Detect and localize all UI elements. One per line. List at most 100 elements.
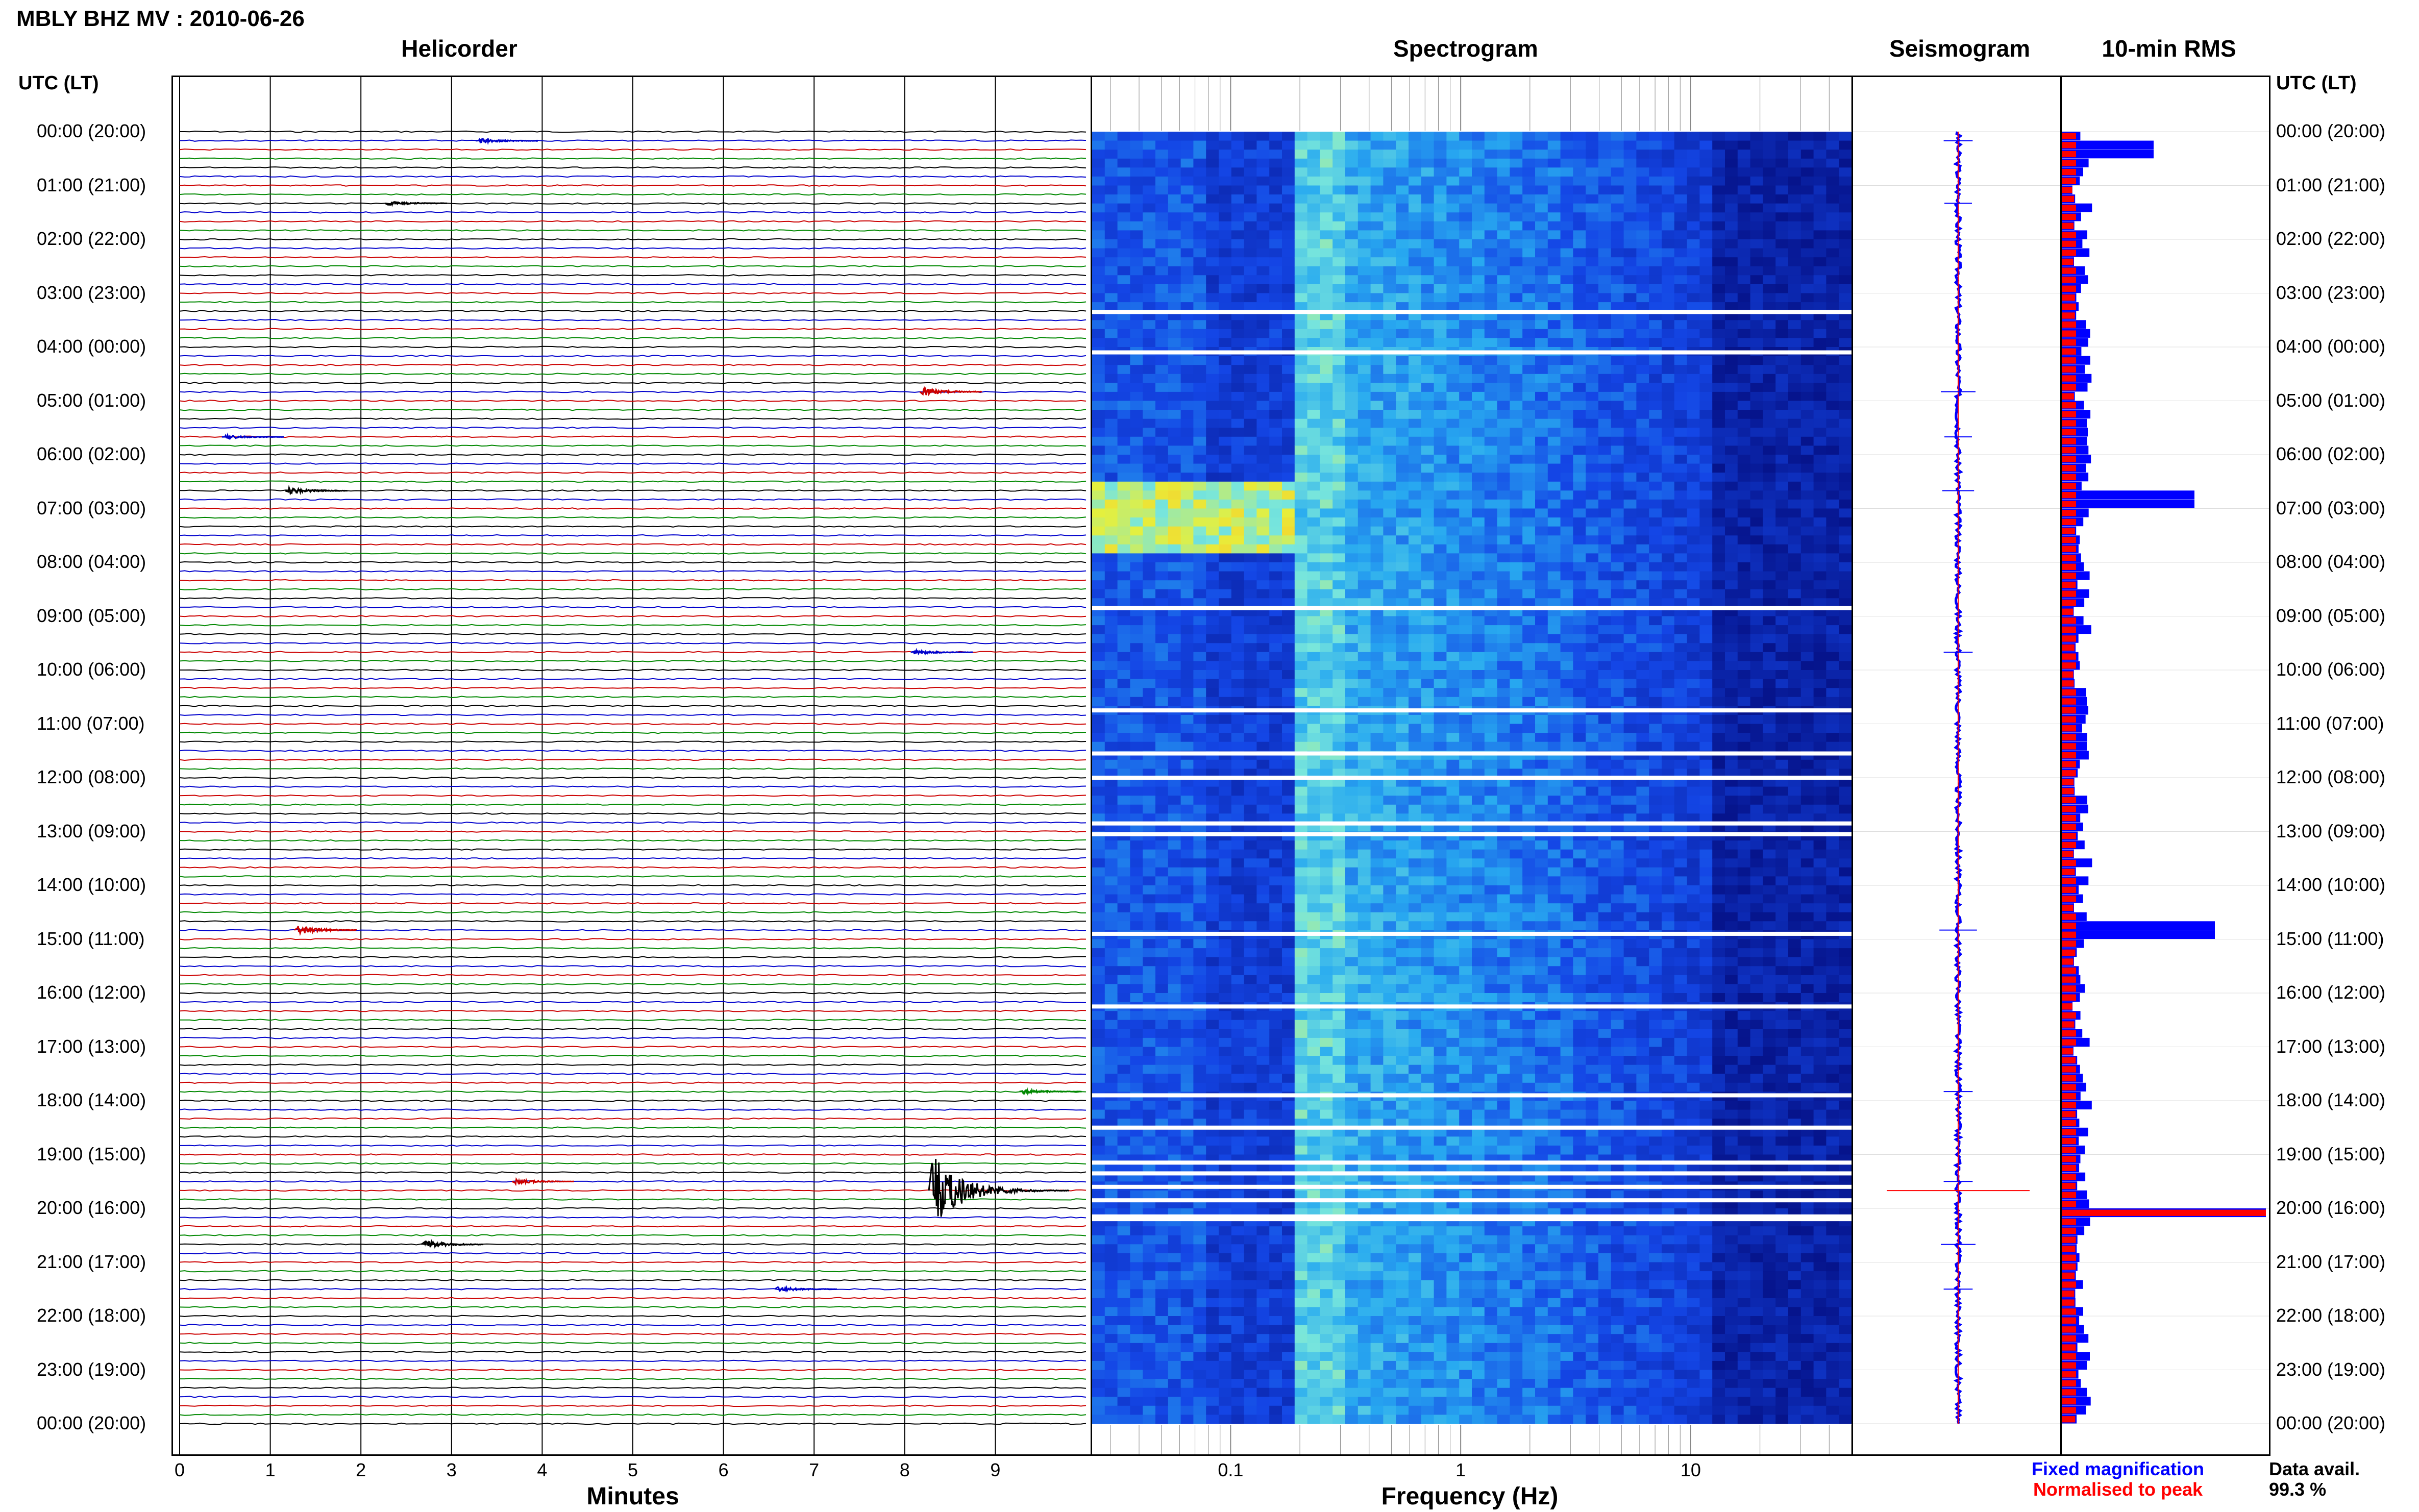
spectrogram-cell (1092, 167, 1105, 177)
spectrogram-cell (1446, 508, 1460, 518)
spectrogram-cell (1244, 1343, 1257, 1352)
spectrogram-cell (1104, 1343, 1118, 1352)
spectrogram-cell (1332, 284, 1346, 294)
spectrogram-cell (1231, 724, 1245, 733)
spectrogram-cell (1180, 670, 1194, 680)
helicorder-trace (179, 848, 1087, 851)
spectrogram-cell (1320, 553, 1333, 563)
spectrogram-cell (1459, 643, 1472, 653)
helicorder-trace (179, 471, 1087, 474)
spectrogram-cell (1193, 490, 1206, 500)
helicorder-trace (179, 400, 1087, 402)
spectrogram-cell (1459, 553, 1472, 563)
spectrogram-cell (1383, 212, 1396, 222)
spectrogram-cell (1231, 239, 1245, 249)
spectrogram-cell (1155, 391, 1169, 402)
spectrogram-cell (1484, 553, 1498, 563)
spectrogram-cell (1193, 150, 1206, 159)
spectrogram-cell (1193, 589, 1206, 599)
spectrogram-cell (1497, 975, 1510, 984)
spectrogram-cell (1421, 957, 1435, 966)
spectrogram-cell (1484, 338, 1498, 348)
spectrogram-cell (1231, 625, 1245, 635)
spectrogram-cell (1231, 158, 1245, 168)
spectrogram-cell (1307, 150, 1320, 159)
spectrogram-cell (1244, 688, 1257, 698)
spectrogram-cell (1510, 266, 1523, 276)
spectrogram-cell (1206, 993, 1219, 1003)
spectrogram-cell (1510, 230, 1523, 240)
spectrogram-cell (1459, 1244, 1472, 1254)
spectrogram-cell (1168, 293, 1181, 303)
helicorder-trace (179, 866, 1087, 869)
spectrogram-cell (1446, 921, 1460, 931)
spectrogram-cell (1130, 1370, 1143, 1379)
spectrogram-cell (1383, 221, 1396, 231)
spectrogram-cell (1282, 553, 1295, 563)
spectrogram-cell (1117, 490, 1130, 500)
spectrogram-cell (1472, 463, 1485, 473)
spectrogram-cell (1510, 724, 1523, 733)
spectrogram-cell (1269, 275, 1282, 285)
spectrogram-cell (1332, 948, 1346, 958)
helicorder-trace (179, 211, 1087, 214)
spectrogram-cell (1180, 1379, 1194, 1389)
helicorder-trace (179, 283, 1087, 286)
spectrogram-cell (1256, 383, 1270, 392)
spectrogram-cell (1092, 473, 1105, 482)
spectrogram-cell (1219, 912, 1232, 922)
spectrogram-cell (1332, 580, 1346, 590)
spectrogram-cell (1459, 1325, 1472, 1334)
spectrogram-cell (1383, 517, 1396, 527)
helicorder-header: Helicorder (401, 35, 517, 62)
spectrogram-cell (1446, 230, 1460, 240)
spectrogram-cell (1510, 714, 1523, 725)
spectrogram-cell (1459, 741, 1472, 751)
spectrogram-cell (1484, 714, 1498, 725)
spectrogram-cell (1143, 598, 1156, 608)
spectrogram-cell (1117, 679, 1130, 688)
spectrogram-cell (1383, 858, 1396, 868)
spectrogram-cell (1459, 1370, 1472, 1379)
spectrogram-cell (1231, 939, 1245, 949)
spectrogram-cell (1484, 455, 1498, 464)
spectrogram-cell (1357, 499, 1371, 509)
spectrogram-cell (1282, 1047, 1295, 1056)
spectrogram-cell (1357, 1298, 1371, 1307)
spectrogram-cell (1320, 894, 1333, 904)
spectrogram-cell (1256, 975, 1270, 984)
spectrogram-cell (1168, 939, 1181, 949)
spectrogram-cell (1244, 239, 1257, 249)
spectrogram-cell (1168, 562, 1181, 572)
spectrogram-cell (1231, 688, 1245, 698)
spectrogram-cell (1370, 1011, 1384, 1021)
spectrogram-cell (1332, 176, 1346, 186)
spectrogram-cell (1092, 1244, 1105, 1254)
spectrogram-cell (1269, 625, 1282, 635)
spectrogram-cell (1320, 365, 1333, 375)
helicorder-trace (179, 740, 1087, 743)
spectrogram-cell (1332, 616, 1346, 626)
spectrogram-cell (1180, 697, 1194, 706)
spectrogram-cell (1497, 508, 1510, 518)
spectrogram-cell (1345, 643, 1359, 653)
spectrogram-cell (1484, 302, 1498, 312)
spectrogram-cell (1434, 329, 1447, 338)
spectrogram-cell (1409, 634, 1422, 643)
spectrogram-cell (1092, 257, 1105, 267)
helicorder-trace (179, 624, 1087, 627)
spectrogram-cell (1168, 481, 1181, 491)
spectrogram-cell (1320, 1029, 1333, 1038)
spectrogram-cell (1459, 391, 1472, 402)
spectrogram-cell (1231, 1235, 1245, 1245)
spectrogram-cell (1345, 652, 1359, 661)
helicorder-trace (179, 373, 1087, 376)
spectrogram-cell (1092, 1307, 1105, 1317)
spectrogram-cell (1168, 553, 1181, 563)
spectrogram-cell (1244, 490, 1257, 500)
spectrogram-cell (1307, 176, 1320, 186)
spectrogram-cell (1180, 652, 1194, 661)
spectrogram-cell (1409, 984, 1422, 994)
spectrogram-cell (1446, 1298, 1460, 1307)
spectrogram-cell (1484, 759, 1498, 769)
